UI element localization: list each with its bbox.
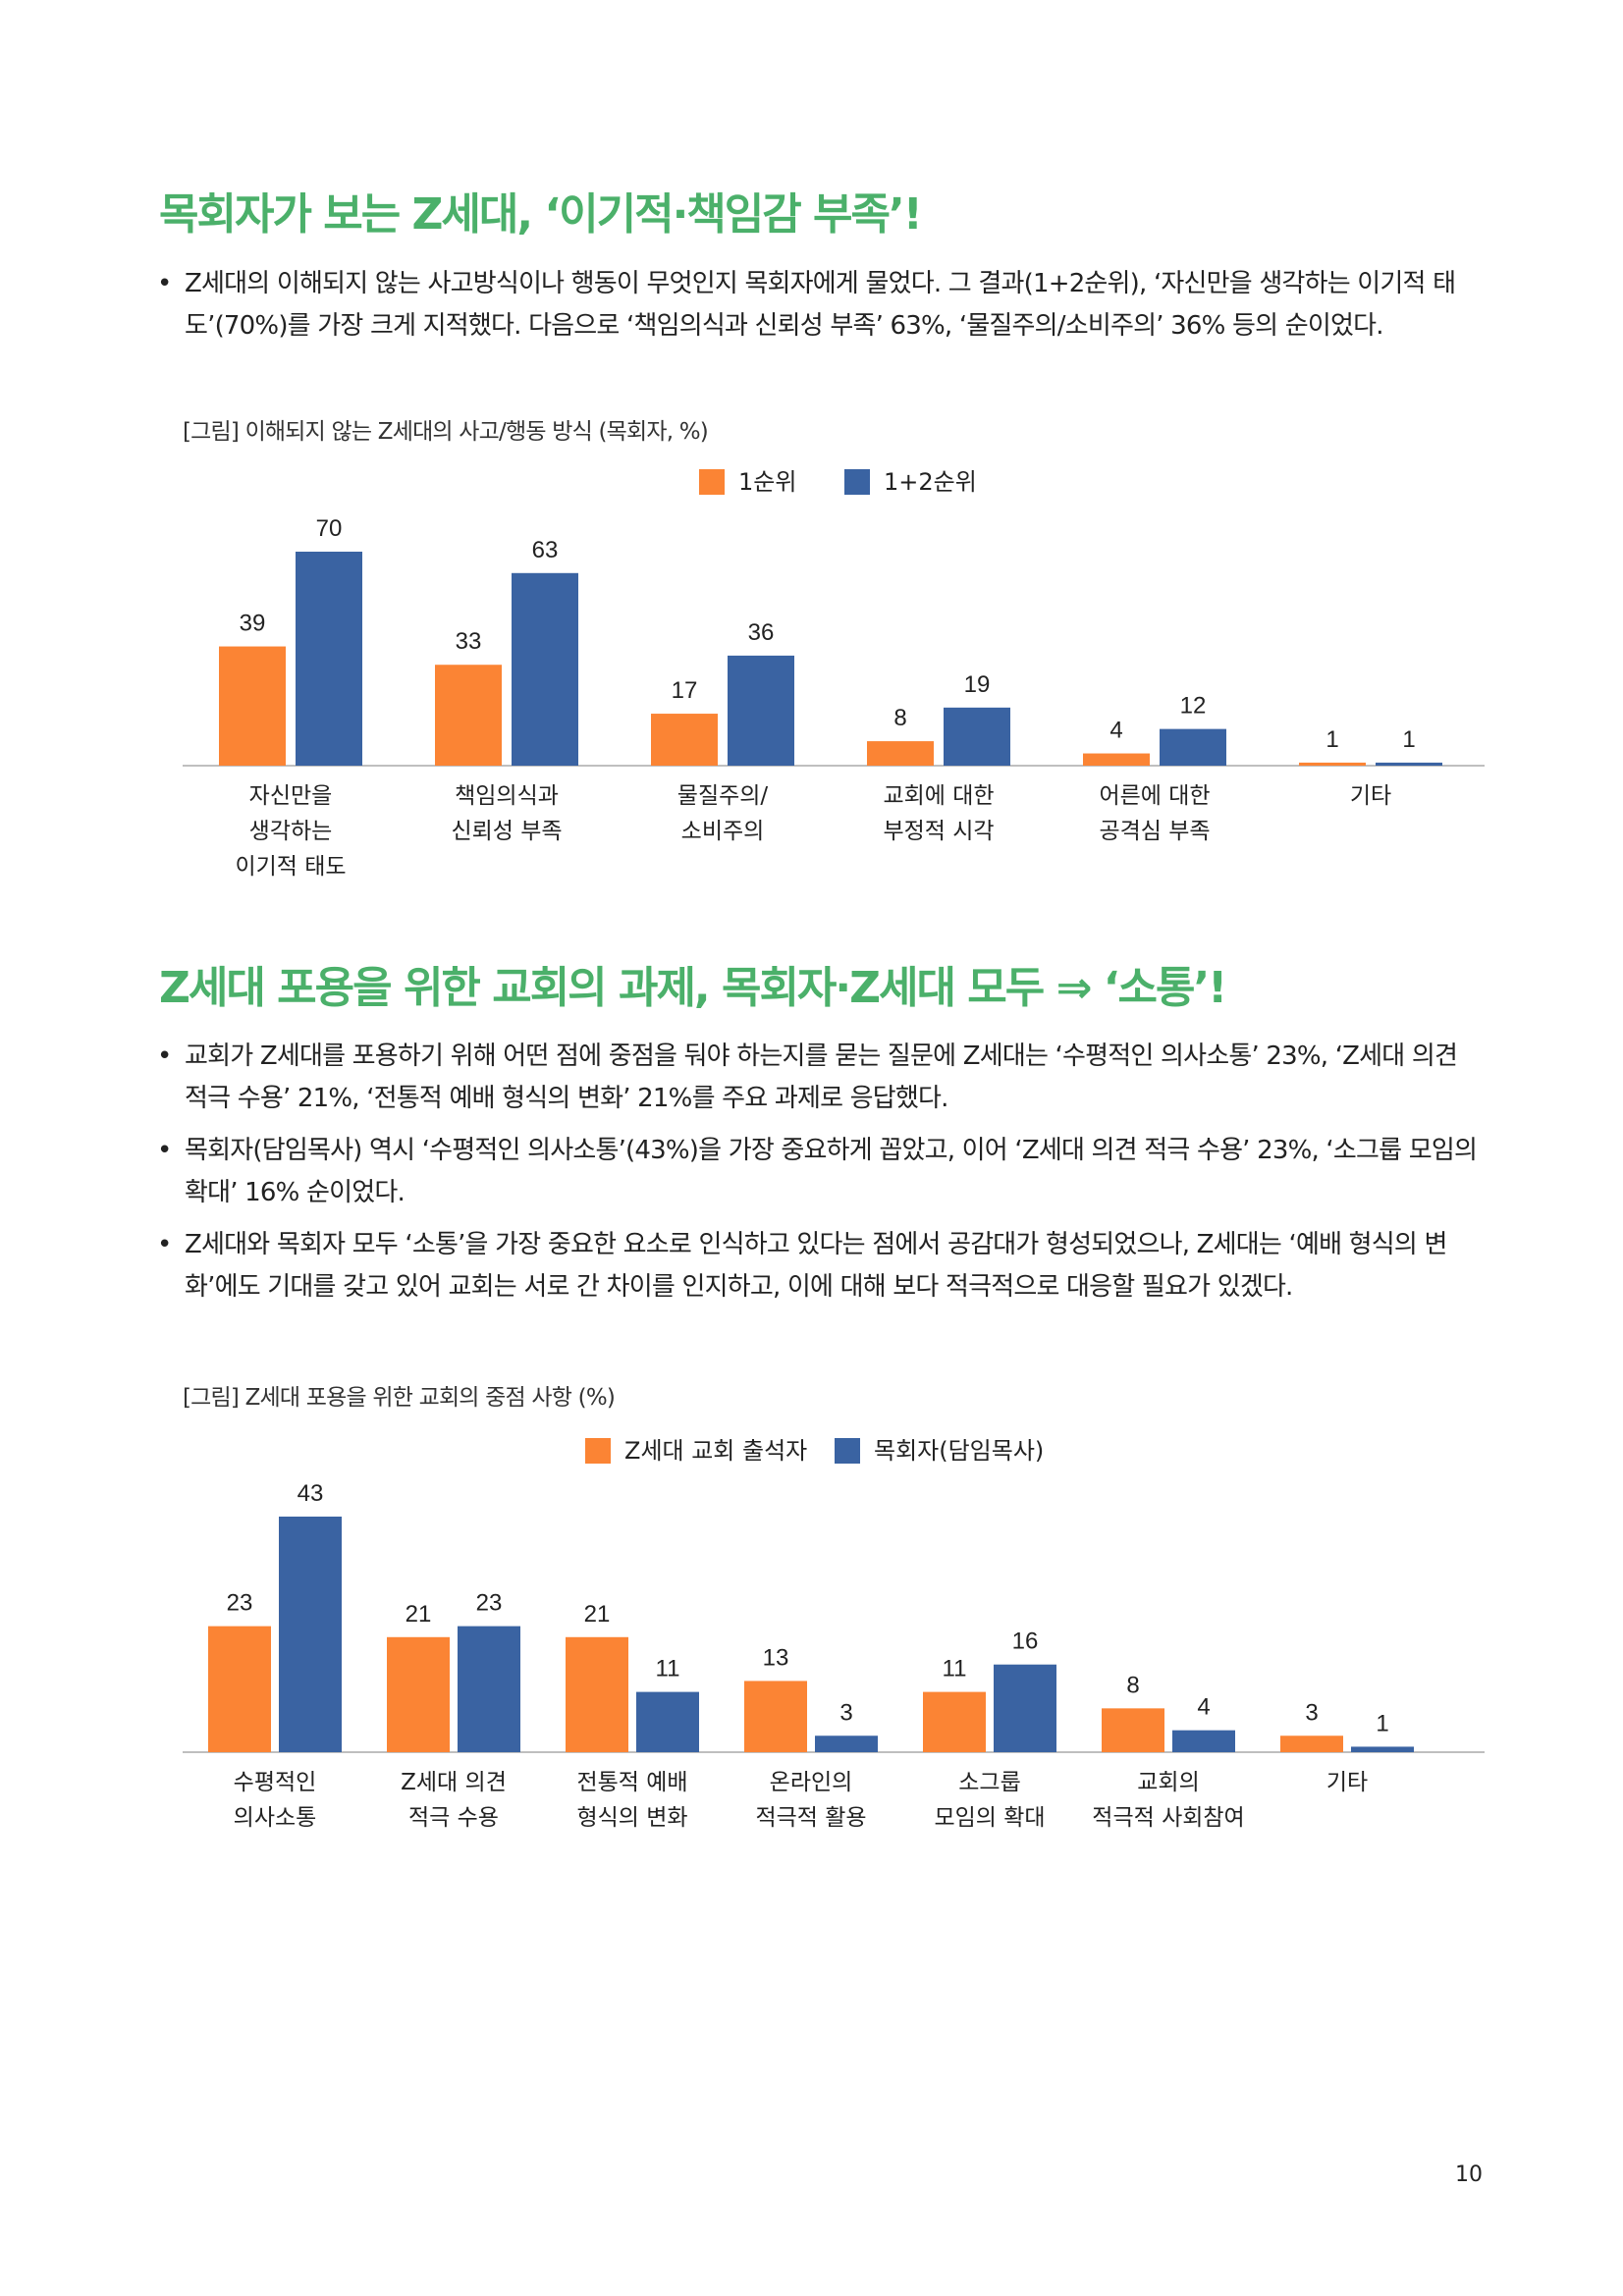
- bar: [435, 665, 502, 766]
- legend-swatch: [835, 1438, 860, 1464]
- x-tick-label: 의사소통: [234, 1805, 317, 1831]
- bar-value-label: 70: [316, 515, 343, 542]
- x-tick-label: Z세대 의견: [401, 1770, 507, 1795]
- legend-swatch: [699, 469, 725, 495]
- x-tick-label: 수평적인: [234, 1770, 317, 1795]
- section-2-bullets: 교회가 Z세대를 포용하기 위해 어떤 점에 중점을 둬야 하는지를 묻는 질문…: [157, 1036, 1485, 1318]
- x-tick-label: 생각하는: [249, 819, 333, 844]
- x-tick-label: 교회의: [1137, 1770, 1199, 1795]
- x-tick-label: 전통적 예배: [576, 1770, 687, 1795]
- bar: [566, 1636, 628, 1752]
- bar-value-label: 4: [1197, 1694, 1210, 1721]
- bar-value-label: 13: [763, 1644, 789, 1671]
- x-tick-label: 적극 수용: [408, 1805, 499, 1831]
- legend-swatch: [585, 1438, 611, 1464]
- bar: [944, 707, 1010, 766]
- x-tick-label: 부정적 시각: [883, 819, 994, 844]
- bar: [1083, 753, 1150, 766]
- bar: [458, 1626, 520, 1752]
- x-tick-label: 물질주의/: [677, 783, 769, 809]
- bullet-item: 목회자(담임목사) 역시 ‘수평적인 의사소통’(43%)을 가장 중요하게 꼽…: [157, 1130, 1485, 1214]
- bar-value-label: 21: [406, 1601, 432, 1628]
- bar: [512, 572, 578, 766]
- bar-value-label: 4: [1109, 718, 1122, 744]
- figure-caption-2: [그림] Z세대 포용을 위한 교회의 중점 사항 (%): [183, 1385, 616, 1411]
- bar: [387, 1636, 450, 1752]
- bar-value-label: 17: [672, 677, 698, 704]
- x-tick-label: 형식의 변화: [576, 1805, 687, 1831]
- bar-value-label: 1: [1325, 726, 1338, 753]
- section-1-bullets: Z세대의 이해되지 않는 사고방식이나 행동이 무엇인지 목회자에게 물었다. …: [157, 263, 1485, 357]
- bar-value-label: 36: [748, 619, 775, 646]
- legend-label: 1+2순위: [884, 468, 977, 496]
- x-tick-label: 적극적 활용: [755, 1805, 866, 1831]
- bar-value-label: 1: [1402, 726, 1415, 753]
- bar: [728, 655, 794, 766]
- x-tick-label: 기타: [1350, 783, 1391, 809]
- bar-value-label: 23: [476, 1590, 503, 1617]
- legend-label: 1순위: [738, 468, 796, 496]
- bar: [1102, 1708, 1164, 1752]
- bar-value-label: 1: [1376, 1710, 1388, 1736]
- bar-value-label: 16: [1012, 1629, 1039, 1655]
- legend-label: Z세대 교회 출석자: [624, 1437, 807, 1465]
- bar: [219, 646, 286, 766]
- bar-value-label: 8: [893, 705, 906, 731]
- x-tick-label: 소비주의: [681, 819, 765, 844]
- x-tick-label: 책임의식과: [455, 783, 559, 809]
- bar-value-label: 39: [240, 611, 266, 637]
- bar-value-label: 11: [943, 1656, 967, 1682]
- legend-swatch: [844, 469, 870, 495]
- bar-value-label: 12: [1180, 693, 1207, 720]
- bar: [279, 1517, 342, 1752]
- bar-value-label: 33: [456, 628, 482, 655]
- bar-value-label: 3: [1305, 1699, 1318, 1726]
- x-tick-label: 적극적 사회참여: [1092, 1805, 1244, 1831]
- bar: [1299, 762, 1366, 766]
- bar: [651, 714, 718, 766]
- legend-label: 목회자(담임목사): [874, 1437, 1044, 1465]
- x-tick-label: 이기적 태도: [235, 854, 346, 880]
- bar: [636, 1691, 699, 1752]
- bar: [296, 552, 362, 766]
- x-tick-label: 어른에 대한: [1099, 783, 1210, 809]
- bar: [867, 741, 934, 766]
- page-number: 10: [1455, 2163, 1483, 2187]
- x-tick-label: 모임의 확대: [934, 1805, 1045, 1831]
- bar-value-label: 23: [227, 1590, 253, 1617]
- x-tick-label: 공격심 부족: [1099, 819, 1210, 844]
- bar-value-label: 63: [532, 537, 559, 563]
- bullet-item: 교회가 Z세대를 포용하기 위해 어떤 점에 중점을 둬야 하는지를 묻는 질문…: [157, 1036, 1485, 1120]
- bar-value-label: 11: [656, 1656, 680, 1682]
- bar: [994, 1664, 1056, 1752]
- figure-caption-1: [그림] 이해되지 않는 Z세대의 사고/행동 방식 (목회자, %): [183, 419, 709, 445]
- x-tick-label: 기타: [1326, 1770, 1368, 1795]
- section-heading-1: 목회자가 보는 Z세대, ‘이기적·책임감 부족’!: [159, 189, 923, 240]
- bar-value-label: 8: [1126, 1672, 1139, 1698]
- bar-value-label: 43: [298, 1480, 324, 1507]
- bar: [923, 1691, 986, 1752]
- bar: [744, 1681, 807, 1752]
- x-tick-label: 자신만을: [249, 783, 333, 809]
- x-tick-label: 온라인의: [770, 1770, 853, 1795]
- section-heading-2: Z세대 포용을 위한 교회의 과제, 목회자·Z세대 모두 ⇒ ‘소통’!: [159, 963, 1227, 1013]
- bullet-item: Z세대의 이해되지 않는 사고방식이나 행동이 무엇인지 목회자에게 물었다. …: [157, 263, 1485, 347]
- bar: [208, 1626, 271, 1752]
- bar-value-label: 3: [839, 1699, 852, 1726]
- bar: [1376, 762, 1442, 766]
- bar: [815, 1735, 878, 1752]
- bar: [1172, 1730, 1235, 1752]
- bar: [1280, 1735, 1343, 1752]
- bar-value-label: 19: [964, 671, 991, 698]
- bar: [1351, 1746, 1414, 1752]
- bar: [1160, 728, 1226, 766]
- x-tick-label: 소그룹: [958, 1770, 1020, 1795]
- bullet-item: Z세대와 목회자 모두 ‘소통’을 가장 중요한 요소로 인식하고 있다는 점에…: [157, 1224, 1485, 1308]
- bar-value-label: 21: [584, 1601, 611, 1628]
- x-tick-label: 신뢰성 부족: [451, 819, 562, 844]
- x-tick-label: 교회에 대한: [883, 783, 994, 809]
